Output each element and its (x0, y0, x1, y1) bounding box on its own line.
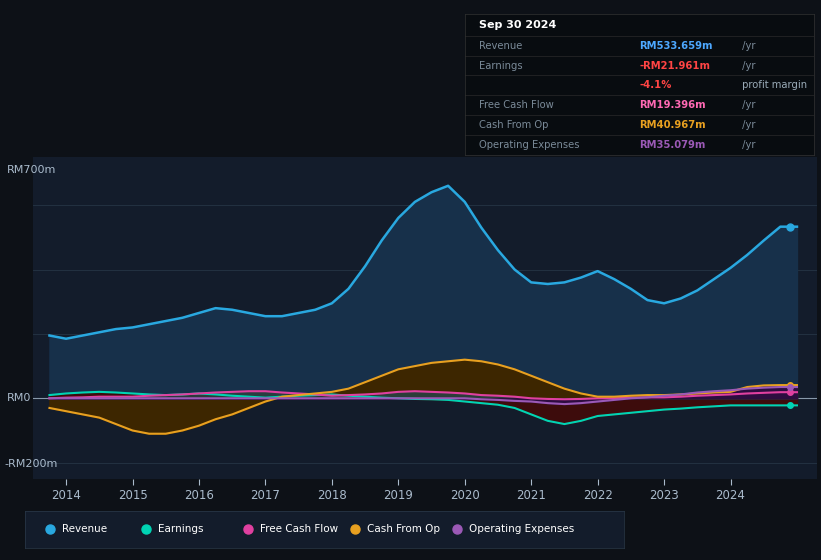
Text: RM19.396m: RM19.396m (639, 100, 706, 110)
Text: /yr: /yr (739, 120, 755, 130)
Text: Operating Expenses: Operating Expenses (470, 525, 575, 534)
Text: Free Cash Flow: Free Cash Flow (259, 525, 337, 534)
Text: /yr: /yr (739, 100, 755, 110)
Text: RM35.079m: RM35.079m (639, 139, 705, 150)
Text: Revenue: Revenue (479, 41, 522, 51)
Text: /yr: /yr (739, 139, 755, 150)
Text: /yr: /yr (739, 41, 755, 51)
Text: RM40.967m: RM40.967m (639, 120, 706, 130)
Text: -RM21.961m: -RM21.961m (639, 60, 710, 71)
Text: -4.1%: -4.1% (639, 80, 672, 90)
Text: Earnings: Earnings (479, 60, 522, 71)
Text: RM700m: RM700m (7, 165, 56, 175)
Text: Revenue: Revenue (62, 525, 107, 534)
Text: Operating Expenses: Operating Expenses (479, 139, 579, 150)
Text: Cash From Op: Cash From Op (479, 120, 548, 130)
Text: Earnings: Earnings (158, 525, 203, 534)
Text: Sep 30 2024: Sep 30 2024 (479, 20, 556, 30)
Text: -RM200m: -RM200m (4, 459, 57, 469)
Text: Cash From Op: Cash From Op (368, 525, 440, 534)
Text: RM533.659m: RM533.659m (639, 41, 713, 51)
Text: Free Cash Flow: Free Cash Flow (479, 100, 553, 110)
Text: /yr: /yr (739, 60, 755, 71)
Text: RM0: RM0 (7, 393, 31, 403)
Text: profit margin: profit margin (739, 80, 807, 90)
